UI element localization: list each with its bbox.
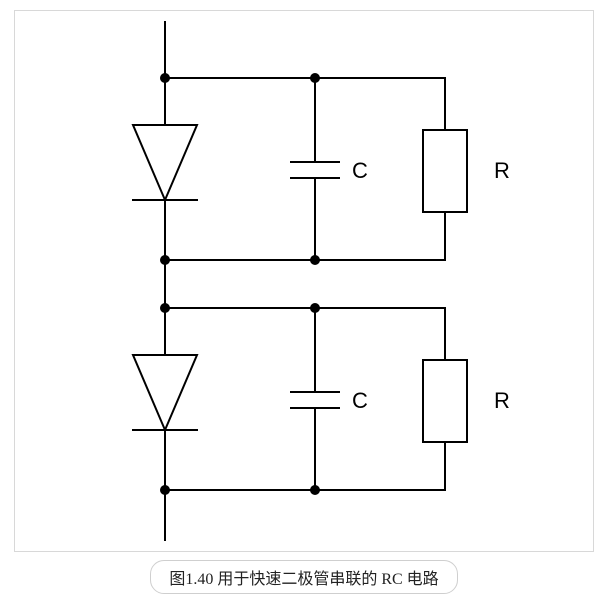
junction-node [310, 73, 320, 83]
junction-node [310, 303, 320, 313]
figure-caption: 图1.40 用于快速二极管串联的 RC 电路 [150, 560, 457, 594]
junction-node [310, 485, 320, 495]
label-c-1: C [352, 388, 368, 413]
junction-node [310, 255, 320, 265]
circuit-svg: C R C R [0, 0, 608, 598]
label-c-0: C [352, 158, 368, 183]
junction-node [160, 485, 170, 495]
resistor-box-1 [423, 360, 467, 442]
junction-node [160, 255, 170, 265]
label-r-1: R [494, 388, 510, 413]
junction-node [160, 303, 170, 313]
junction-node [160, 73, 170, 83]
label-r-0: R [494, 158, 510, 183]
resistor-box-0 [423, 130, 467, 212]
caption-container: 图1.40 用于快速二极管串联的 RC 电路 [0, 560, 608, 594]
